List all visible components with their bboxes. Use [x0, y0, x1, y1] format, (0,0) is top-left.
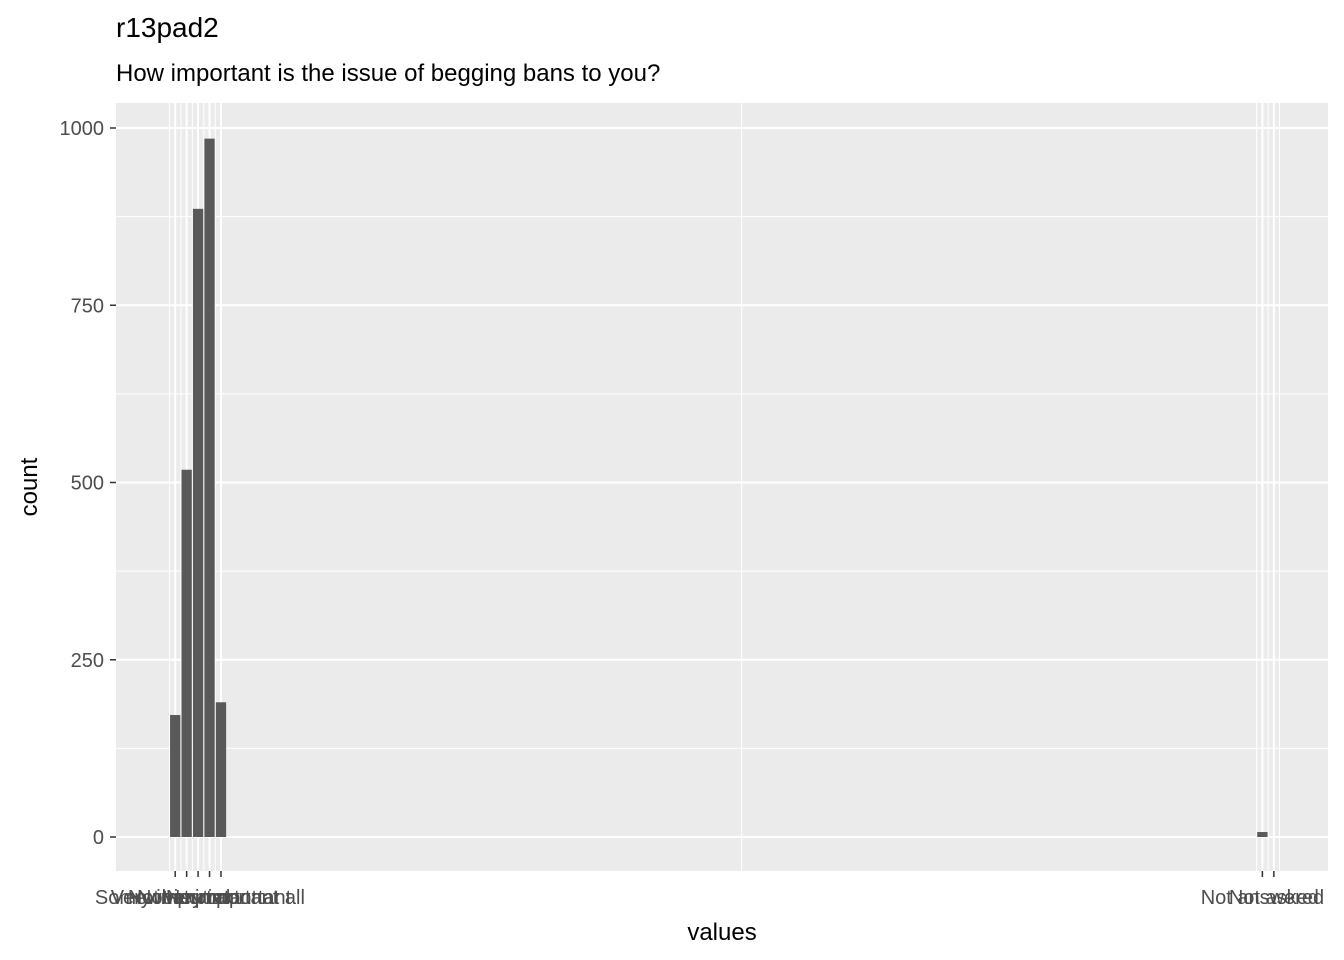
- bar: [192, 208, 204, 838]
- y-axis: 0 250 500 750 1000: [60, 118, 116, 849]
- bar: [1257, 832, 1268, 837]
- y-tick-label: 750: [71, 295, 104, 317]
- x-tick-label: Not asked: [1229, 887, 1319, 909]
- plot-panel: [116, 103, 1328, 871]
- x-tick-label: Not very important: [128, 887, 292, 909]
- bar: [215, 702, 227, 837]
- x-axis-title: values: [687, 919, 756, 946]
- y-tick-label: 500: [71, 473, 104, 495]
- chart-subtitle: How important is the issue of begging ba…: [116, 60, 661, 87]
- chart-title: r13pad2: [116, 12, 219, 43]
- x-tick-label: Neutral: [166, 887, 230, 909]
- minor-gridlines: [116, 103, 1328, 871]
- bar: [170, 715, 181, 837]
- x-tick-label: Very important: [111, 887, 240, 909]
- y-tick-label: 0: [93, 827, 104, 849]
- bars: [170, 138, 1268, 838]
- bar: [204, 138, 215, 837]
- y-tick-label: 1000: [60, 118, 105, 140]
- x-tick-label: Not important at all: [137, 887, 305, 909]
- x-tick-label: Somewhat important: [95, 887, 279, 909]
- y-tick-label: 250: [71, 650, 104, 672]
- bar: [181, 469, 192, 837]
- x-tick-label: Not answered: [1201, 887, 1324, 909]
- y-axis-title: count: [16, 457, 43, 516]
